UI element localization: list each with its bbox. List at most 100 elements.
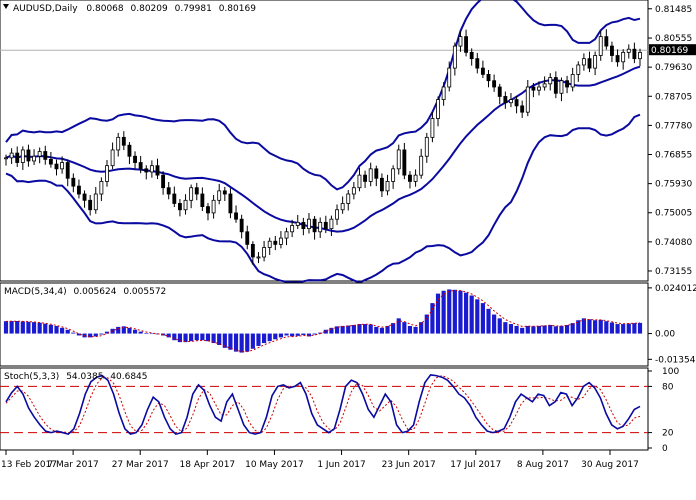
candle-body xyxy=(133,155,137,163)
candle-body xyxy=(509,99,513,104)
price-tick-label: 0.78705 xyxy=(655,92,692,102)
macd-bar xyxy=(65,329,70,334)
macd-bar xyxy=(71,332,76,334)
macd-bar xyxy=(570,323,575,334)
candle-body xyxy=(626,48,631,53)
macd-tick-label: 0.00 xyxy=(655,330,675,340)
candle-body xyxy=(447,67,452,88)
macd-bar xyxy=(312,333,317,335)
candle-body xyxy=(284,231,289,239)
candle-body xyxy=(424,136,429,157)
macd-bar xyxy=(598,319,603,334)
candle-body xyxy=(110,149,115,167)
macd-bar xyxy=(127,327,132,334)
candle-body xyxy=(542,83,547,88)
candle-body xyxy=(88,199,93,211)
svg-text:Stoch(5,3,3) 54.0385: Stoch(5,3,3) 54.0385 40.6845 xyxy=(4,372,148,382)
candle-body xyxy=(48,158,53,165)
macd-bar xyxy=(520,327,525,334)
macd-bar xyxy=(93,333,98,337)
bollinger-middle-band xyxy=(5,65,641,233)
macd-bar xyxy=(37,322,42,334)
candle-body xyxy=(323,221,328,230)
collapse-arrow-icon[interactable] xyxy=(3,4,9,9)
macd-bar xyxy=(632,323,637,334)
candle-body xyxy=(217,190,222,201)
candle-body xyxy=(194,187,199,195)
macd-tick-label: 0.024012 xyxy=(655,284,696,294)
macd-bar xyxy=(581,318,586,334)
candle-body xyxy=(464,36,469,53)
candle-body xyxy=(37,151,42,157)
macd-bar xyxy=(463,292,469,334)
candle-body xyxy=(335,209,339,220)
time-tick-label: 10 May 2017 xyxy=(245,460,304,470)
macd-bar xyxy=(346,325,351,334)
stoch-title: Stoch(5,3,3) xyxy=(4,372,59,382)
macd-bar xyxy=(172,333,177,341)
price-tick-label: 0.75005 xyxy=(655,209,692,219)
macd-bar xyxy=(301,333,306,336)
symbol-label: AUDUSD,Daily xyxy=(13,4,78,14)
candle-body xyxy=(32,155,36,162)
bollinger-upper-band xyxy=(5,0,641,191)
candle-body xyxy=(340,203,345,211)
candle-body xyxy=(329,218,334,230)
macd-bar xyxy=(273,333,278,340)
macd-bar xyxy=(104,331,110,334)
macd-bar xyxy=(497,318,502,334)
candle-body xyxy=(144,168,149,173)
candle-body xyxy=(65,162,70,179)
candle-body xyxy=(514,99,519,107)
time-tick-label: 23 Jun 2017 xyxy=(382,460,436,470)
candle-body xyxy=(256,256,261,259)
candle-body xyxy=(9,152,14,159)
candle-body xyxy=(396,149,401,170)
macd-bar xyxy=(492,314,497,334)
macd-bar xyxy=(621,324,626,334)
candle-body xyxy=(318,221,323,233)
macd-bar xyxy=(413,326,418,334)
macd-bar xyxy=(351,325,356,334)
price-tick-label: 0.74080 xyxy=(655,238,692,248)
macd-title: MACD(5,34,4) xyxy=(4,287,67,297)
macd-bar xyxy=(205,333,211,342)
macd-bar xyxy=(211,333,216,344)
candle-body xyxy=(525,86,530,113)
stoch-value-main: 54.0385 xyxy=(66,372,103,382)
candle-body xyxy=(267,240,272,248)
candle-body xyxy=(15,152,20,163)
candle-body xyxy=(43,151,48,160)
price-tick-label: 0.73155 xyxy=(655,267,692,277)
macd-bar xyxy=(604,321,609,334)
bollinger-bands xyxy=(5,0,641,284)
macd-bar xyxy=(458,290,463,334)
macd-bar xyxy=(233,333,239,352)
candle-body xyxy=(537,86,541,91)
candle-body xyxy=(497,86,502,97)
macd-bar xyxy=(138,331,143,334)
candle-body xyxy=(492,80,497,88)
candle-body xyxy=(121,136,126,146)
stochastic-tick-label: 80 xyxy=(662,382,674,392)
macd-bar xyxy=(503,322,508,334)
macd-bar xyxy=(609,322,615,334)
macd-bar xyxy=(576,320,581,334)
time-tick-label: 7 Mar 2017 xyxy=(47,460,98,470)
candle-body xyxy=(621,51,626,63)
candle-body xyxy=(245,231,250,245)
candle-body xyxy=(615,55,620,63)
macd-bar xyxy=(340,325,345,334)
candle-body xyxy=(4,157,8,160)
macd-bar xyxy=(419,322,424,334)
candle-body xyxy=(228,193,233,214)
macd-bar xyxy=(76,333,82,336)
macd-signal-line xyxy=(5,289,641,353)
candle-body xyxy=(570,73,575,88)
candle-body xyxy=(520,105,525,113)
macd-bar xyxy=(194,333,199,341)
candle-body xyxy=(99,181,104,195)
candle-body xyxy=(346,193,351,204)
candle-body xyxy=(598,36,603,56)
